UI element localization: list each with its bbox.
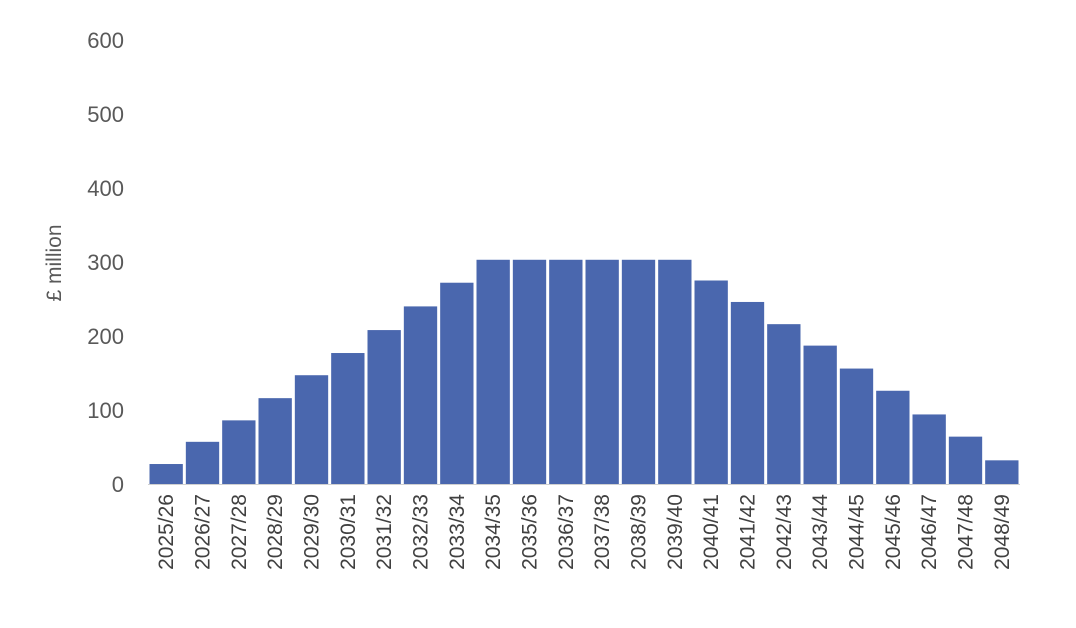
x-tick-label: 2039/40 <box>664 494 687 570</box>
bar <box>621 259 656 484</box>
bar <box>549 259 583 484</box>
x-tick-label: 2029/30 <box>301 494 324 570</box>
x-tick-label: 2047/48 <box>955 494 978 570</box>
x-tick-label: 2033/34 <box>446 494 469 570</box>
y-axis-ticks: 0 100 200 300 400 500 600 <box>87 28 124 497</box>
bar <box>440 282 474 484</box>
bar <box>294 375 329 484</box>
x-tick-label: 2048/49 <box>991 494 1014 570</box>
x-tick-label: 2040/41 <box>700 494 723 570</box>
y-tick-label: 600 <box>87 28 124 53</box>
bar <box>367 330 401 484</box>
y-tick-label: 0 <box>112 472 124 497</box>
bar <box>585 259 619 484</box>
bar <box>985 460 1019 484</box>
bar <box>512 259 547 484</box>
bar <box>658 259 692 484</box>
bar <box>149 464 183 484</box>
bar <box>476 259 510 484</box>
y-tick-label: 400 <box>87 176 124 201</box>
y-tick-label: 300 <box>87 250 124 275</box>
bar <box>948 436 983 484</box>
x-tick-label: 2044/45 <box>846 494 869 570</box>
x-tick-label: 2027/28 <box>228 494 251 570</box>
bar <box>839 368 874 484</box>
x-tick-label: 2034/35 <box>482 494 505 570</box>
x-tick-label: 2032/33 <box>410 494 433 570</box>
bar <box>185 441 220 484</box>
bar <box>222 420 256 484</box>
bar <box>803 345 837 484</box>
x-tick-label: 2038/39 <box>628 494 651 570</box>
x-tick-label: 2037/38 <box>591 494 614 570</box>
bar <box>730 301 765 484</box>
bar <box>876 390 910 484</box>
x-tick-label: 2028/29 <box>264 494 287 570</box>
y-axis-title: £ million <box>43 224 66 301</box>
y-tick-label: 200 <box>87 324 124 349</box>
x-tick-label: 2030/31 <box>337 494 360 570</box>
x-tick-label: 2042/43 <box>773 494 796 570</box>
x-tick-label: 2031/32 <box>373 494 396 570</box>
bar <box>767 324 801 484</box>
x-tick-label: 2026/27 <box>192 494 215 570</box>
bar <box>403 306 438 484</box>
x-tick-label: 2045/46 <box>882 494 905 570</box>
y-tick-label: 100 <box>87 398 124 423</box>
x-tick-label: 2043/44 <box>809 494 832 570</box>
bar <box>912 414 946 484</box>
bar <box>694 280 728 484</box>
x-tick-label: 2035/36 <box>519 494 542 570</box>
bar <box>331 353 365 484</box>
bar <box>258 398 292 484</box>
x-tick-label: 2036/37 <box>555 494 578 570</box>
y-tick-label: 500 <box>87 102 124 127</box>
x-tick-label: 2025/26 <box>155 494 178 570</box>
x-tick-label: 2041/42 <box>737 494 760 570</box>
x-axis-labels: 2025/26 2026/27 2027/28 2028/29 2029/30 2030/… <box>155 494 1014 570</box>
x-tick-label: 2046/47 <box>918 494 941 570</box>
bars <box>149 259 1019 484</box>
